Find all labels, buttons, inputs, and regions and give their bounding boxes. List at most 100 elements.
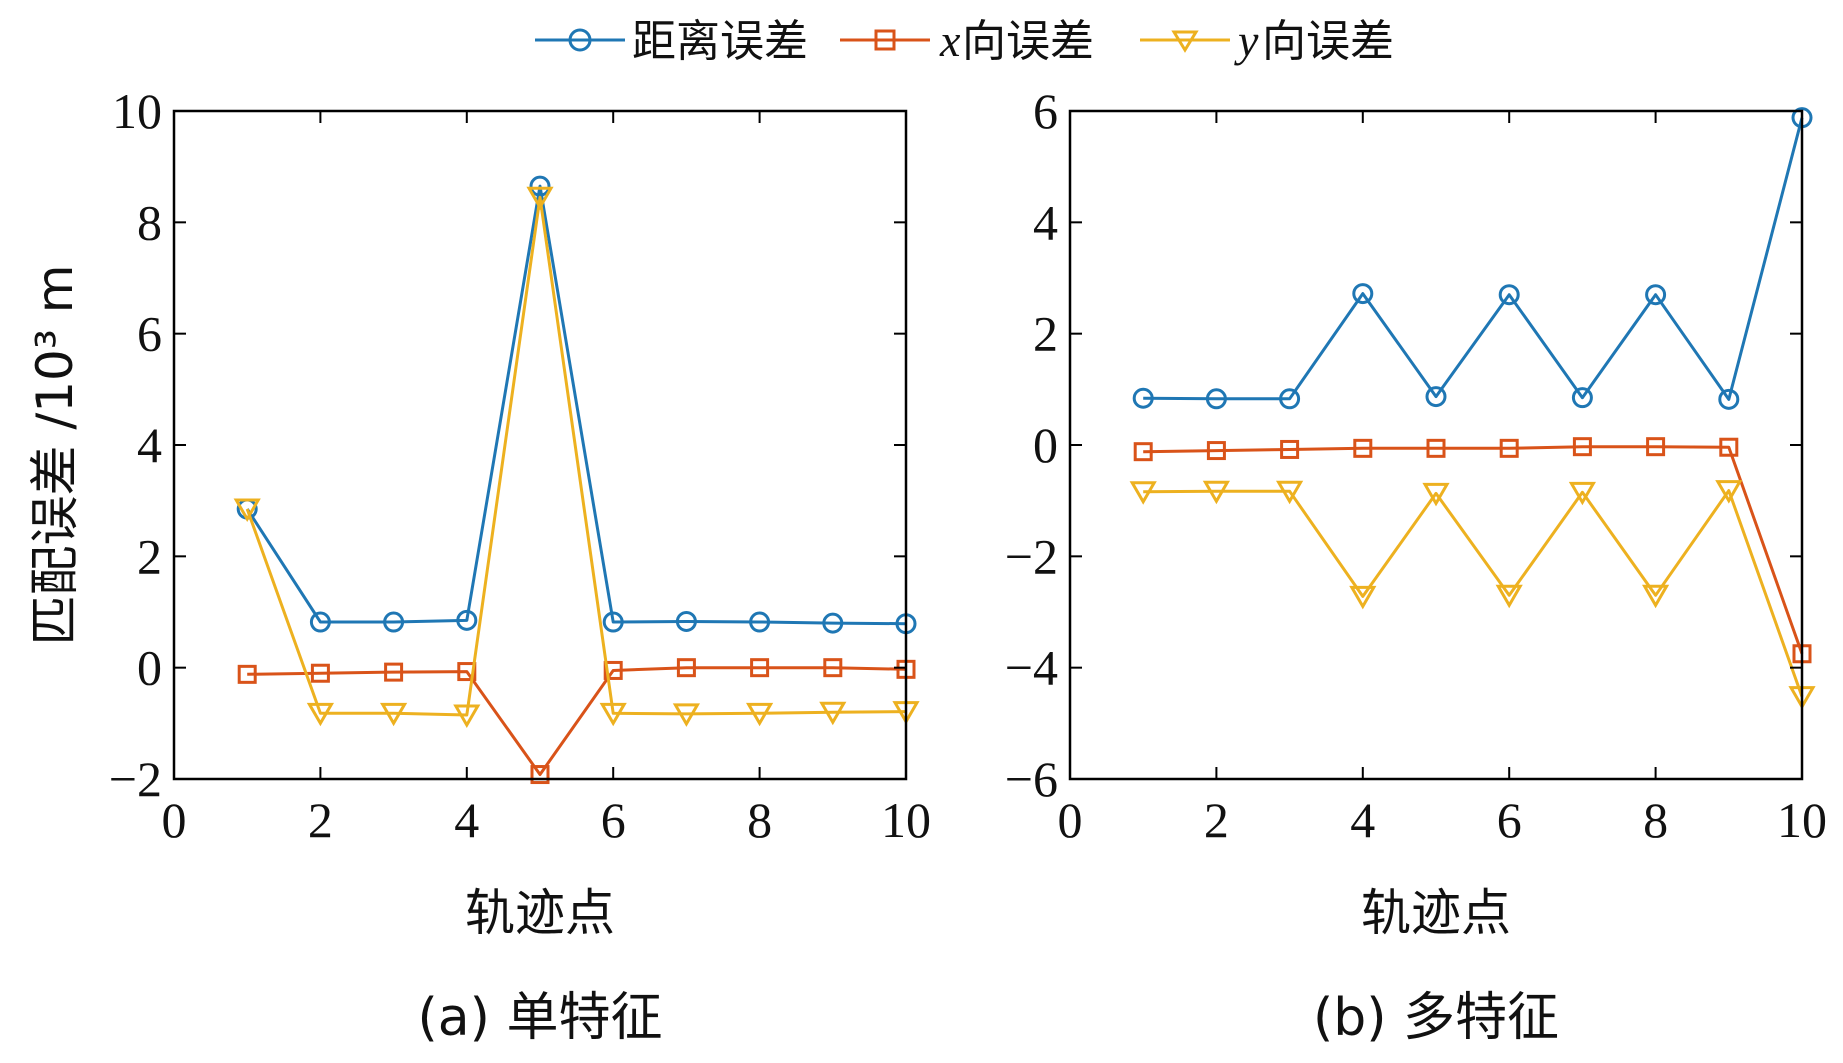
series-line bbox=[247, 666, 907, 776]
panel-b-caption: (b) 多特征 bbox=[1313, 988, 1559, 1048]
panel-a-x-axis-title: 轨迹点 bbox=[465, 884, 615, 942]
data-point-square bbox=[1133, 442, 1153, 462]
data-point-circle bbox=[822, 612, 844, 634]
data-point-triangle bbox=[306, 702, 335, 727]
data-point-triangle bbox=[1715, 480, 1743, 504]
y-tick-label: 6 bbox=[1033, 83, 1058, 139]
x-tick-label: 8 bbox=[1643, 792, 1668, 848]
data-point-circle bbox=[529, 175, 551, 197]
data-point-square bbox=[750, 658, 770, 678]
legend-marker-triangle-icon bbox=[1171, 30, 1199, 53]
data-point-triangle bbox=[233, 498, 261, 523]
data-point-triangle bbox=[1129, 481, 1157, 505]
x-tick-label: 2 bbox=[1204, 792, 1229, 848]
legend-label-y: 向误差 bbox=[1262, 16, 1394, 67]
y-tick-label: 6 bbox=[137, 306, 162, 362]
data-point-square bbox=[1646, 437, 1666, 457]
data-point-triangle bbox=[1202, 480, 1231, 505]
data-point-triangle bbox=[1422, 482, 1450, 507]
x-tick-label: 8 bbox=[747, 792, 772, 848]
x-tick-label: 2 bbox=[308, 792, 333, 848]
panel-b-x-axis-title: 轨迹点 bbox=[1361, 884, 1511, 942]
legend-marker-square-icon bbox=[874, 29, 896, 51]
x-tick-label: 0 bbox=[1058, 792, 1083, 848]
data-point-circle bbox=[675, 610, 697, 632]
data-point-square bbox=[1719, 437, 1739, 457]
series-line bbox=[1143, 489, 1804, 698]
panel-b: 0 2 4 6 8 10 −6 −4 −2 0 2 4 6 轨迹点 (b) 多特征 bbox=[1005, 83, 1827, 1048]
y-tick-label: 4 bbox=[137, 417, 162, 473]
series-line bbox=[1143, 445, 1804, 655]
y-tick-label: 10 bbox=[112, 83, 162, 139]
y-tick-label: −2 bbox=[109, 751, 162, 807]
data-point-square bbox=[237, 664, 257, 684]
legend-item-x: x 向误差 bbox=[840, 15, 1094, 67]
legend-label-distance: 距离误差 bbox=[632, 16, 808, 67]
data-point-square bbox=[1572, 437, 1592, 457]
data-point-square bbox=[603, 660, 623, 680]
data-point-triangle bbox=[1275, 480, 1304, 505]
data-point-triangle bbox=[745, 702, 774, 727]
legend: 距离误差 x 向误差 y 向误差 bbox=[535, 15, 1394, 67]
series-b-1 bbox=[1133, 437, 1812, 664]
y-tick-label: −2 bbox=[1005, 528, 1058, 584]
y-tick-label: −4 bbox=[1005, 640, 1058, 696]
data-point-square bbox=[1499, 438, 1519, 458]
x-tick-label: 6 bbox=[1497, 792, 1522, 848]
data-point-circle bbox=[1425, 386, 1447, 408]
y-tick-label: 0 bbox=[137, 640, 162, 696]
legend-marker-circle-icon bbox=[568, 28, 592, 52]
y-tick-label: 4 bbox=[1033, 194, 1058, 250]
data-point-square bbox=[530, 765, 550, 785]
data-point-circle bbox=[456, 609, 478, 631]
x-tick-label: 6 bbox=[601, 792, 626, 848]
y-tick-label: 2 bbox=[1033, 306, 1058, 362]
panel-a-series bbox=[233, 175, 920, 785]
legend-item-distance: 距离误差 bbox=[535, 16, 808, 67]
data-point-square bbox=[823, 658, 843, 678]
data-point-circle bbox=[1279, 388, 1301, 410]
series-b-0 bbox=[1132, 107, 1813, 410]
x-tick-label: 0 bbox=[162, 792, 187, 848]
data-point-triangle bbox=[599, 702, 627, 727]
series-b-2 bbox=[1129, 480, 1816, 710]
data-point-triangle bbox=[1641, 584, 1670, 609]
y-tick-label: 2 bbox=[137, 528, 162, 584]
y-tick-label: 8 bbox=[137, 194, 162, 250]
data-point-circle bbox=[1205, 388, 1227, 410]
panel-b-ticks: 0 2 4 6 8 10 −6 −4 −2 0 2 4 6 bbox=[1005, 83, 1827, 848]
data-point-triangle bbox=[379, 702, 408, 727]
data-point-square bbox=[676, 658, 696, 678]
series-a-0 bbox=[236, 175, 917, 635]
panel-a-caption: (a) 单特征 bbox=[418, 988, 663, 1048]
data-point-triangle bbox=[1568, 481, 1597, 506]
legend-item-y: y 向误差 bbox=[1140, 15, 1394, 67]
series-line bbox=[245, 184, 907, 626]
x-tick-label: 4 bbox=[1350, 792, 1375, 848]
data-point-circle bbox=[749, 611, 771, 633]
data-point-square bbox=[310, 663, 330, 683]
data-point-circle bbox=[383, 611, 405, 633]
y-axis-title: 匹配误差 /10³ m bbox=[26, 264, 84, 645]
data-point-circle bbox=[309, 611, 331, 633]
data-point-triangle bbox=[672, 703, 701, 727]
series-line bbox=[1143, 117, 1804, 401]
series-a-2 bbox=[233, 186, 920, 728]
series-a-1 bbox=[237, 658, 916, 785]
legend-var-y: y bbox=[1234, 15, 1259, 66]
panel-b-plot-area bbox=[1068, 109, 1804, 781]
data-point-circle bbox=[602, 611, 624, 633]
data-point-square bbox=[1426, 438, 1446, 458]
data-point-square bbox=[1353, 438, 1373, 458]
x-tick-label: 10 bbox=[1777, 792, 1827, 848]
data-point-circle bbox=[1645, 284, 1667, 306]
legend-label-x: 向误差 bbox=[962, 16, 1094, 67]
data-point-square bbox=[457, 662, 477, 682]
data-point-triangle bbox=[1349, 585, 1377, 610]
data-point-triangle bbox=[453, 704, 481, 728]
data-point-circle bbox=[1571, 387, 1593, 409]
panel-b-series bbox=[1129, 107, 1816, 710]
data-point-triangle bbox=[819, 701, 847, 726]
